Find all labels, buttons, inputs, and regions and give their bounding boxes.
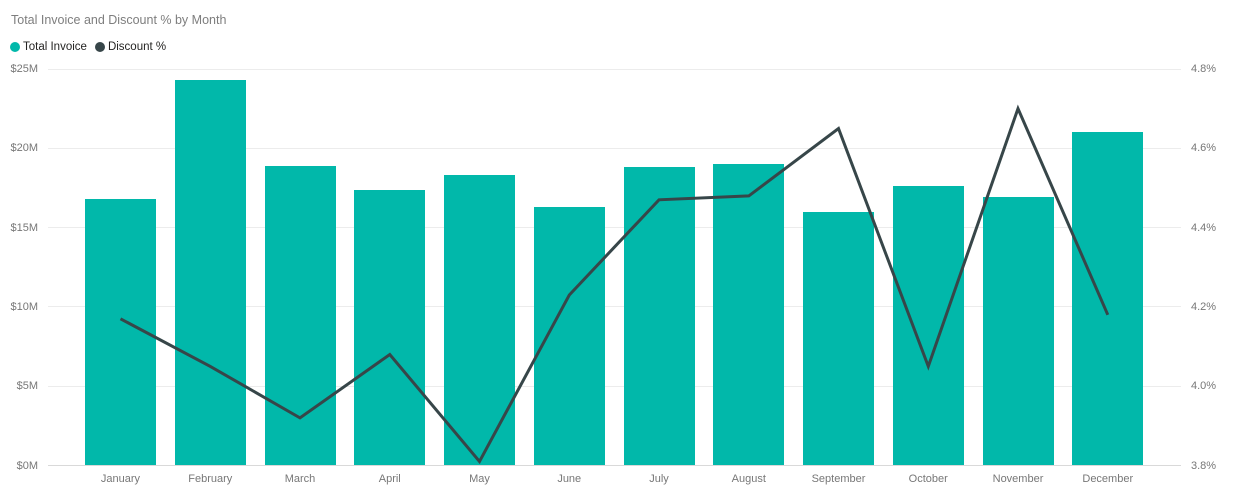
bar-september[interactable] [803, 211, 874, 466]
x-axis-label-april: April [378, 473, 401, 485]
x-axis-label-november: November [992, 473, 1044, 485]
bar-december[interactable] [1072, 132, 1144, 466]
right-axis-tick-label: 4.0% [1191, 380, 1217, 393]
right-axis-tick-label: 4.2% [1191, 300, 1217, 313]
x-axis-label-march: March [284, 473, 316, 485]
gridline [48, 227, 1181, 229]
legend-item-discount[interactable]: Discount % [94, 41, 167, 53]
gridline [48, 68, 1181, 70]
x-axis-label-september: September [811, 473, 866, 485]
bar-august[interactable] [713, 164, 785, 466]
chart-title: Total Invoice and Discount % by Month [11, 13, 227, 27]
bar-july[interactable] [623, 167, 695, 466]
right-axis-tick-label: 4.6% [1191, 142, 1217, 155]
x-axis-label-february: February [188, 473, 233, 485]
bar-november[interactable] [982, 197, 1054, 466]
legend-item-total-invoice[interactable]: Total Invoice [10, 41, 87, 53]
legend: Total Invoice Discount % [10, 41, 174, 53]
x-axis-label-may: May [469, 473, 490, 485]
x-axis-label-june: June [557, 473, 582, 485]
left-axis-tick-label: $25M [10, 63, 38, 75]
legend-label: Discount % [107, 41, 167, 53]
bar-april[interactable] [354, 189, 426, 466]
x-axis-label-january: January [100, 473, 141, 485]
x-axis-label-october: October [908, 473, 948, 485]
gridline [48, 306, 1181, 308]
legend-dot-icon [10, 42, 20, 52]
right-axis-tick-label: 4.8% [1191, 63, 1217, 75]
bar-february[interactable] [174, 80, 246, 466]
bar-may[interactable] [444, 175, 515, 466]
x-axis-label-december: December [1082, 473, 1134, 485]
gridline [48, 147, 1181, 149]
gridline [48, 385, 1181, 387]
legend-label: Total Invoice [23, 41, 87, 53]
left-axis-tick-label: $20M [10, 142, 38, 155]
discount-line[interactable] [119, 104, 1110, 465]
right-axis-tick-label: 3.8% [1191, 459, 1217, 472]
left-axis-tick-label: $5M [16, 380, 38, 393]
x-axis-label-august: August [731, 473, 766, 485]
bar-march[interactable] [264, 165, 336, 466]
left-axis-tick-label: $15M [10, 221, 38, 234]
bar-june[interactable] [533, 206, 605, 466]
x-axis-label-july: July [649, 473, 669, 485]
x-axis-line [48, 465, 1181, 466]
left-axis-tick-label: $0M [16, 459, 38, 472]
left-axis-tick-label: $10M [10, 300, 38, 313]
legend-dot-icon [94, 42, 105, 52]
right-axis-tick-label: 4.4% [1191, 221, 1217, 234]
bar-october[interactable] [892, 186, 964, 466]
